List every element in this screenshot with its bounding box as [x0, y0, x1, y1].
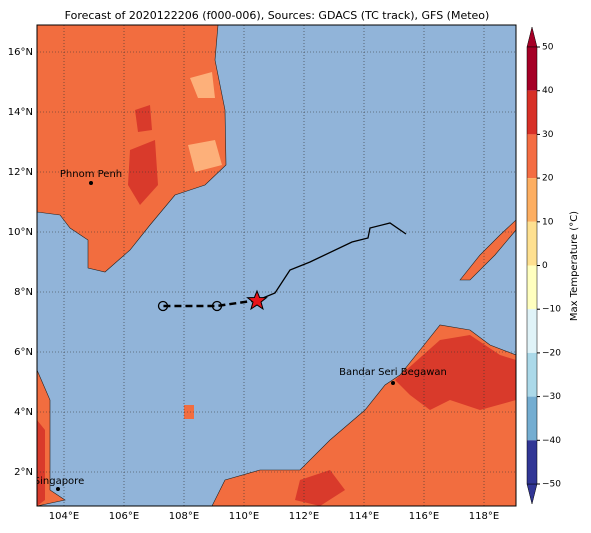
lat-label: 4°N	[14, 407, 33, 418]
city-dot	[391, 381, 395, 385]
lon-label: 110°E	[229, 511, 259, 522]
warm-patch	[188, 72, 222, 172]
hot-patch	[128, 105, 158, 205]
colorbar-tick-label: 20	[542, 174, 554, 184]
map-title: Forecast of 2020122206 (f000-006), Sourc…	[65, 9, 490, 22]
colorbar-extend	[526, 26, 538, 48]
hot-patch	[37, 420, 45, 506]
colorbar-tick-label: 0	[542, 261, 548, 271]
colorbar-extend	[526, 483, 538, 505]
map: Phnom Penh Bandar Seri Begawan Singapore	[34, 25, 516, 506]
colorbar-tick-label: 30	[542, 130, 554, 140]
colorbar-tick-label: −10	[542, 305, 561, 315]
lat-label: 14°N	[8, 107, 33, 118]
city-label: Singapore	[34, 476, 84, 487]
lon-label: 114°E	[349, 511, 379, 522]
colorbar-tick-label: 50	[542, 43, 554, 53]
lon-label: 108°E	[169, 511, 199, 522]
colorbar-tick-label: −50	[542, 480, 561, 490]
lon-label: 104°E	[49, 511, 79, 522]
colorbar-band	[527, 90, 537, 135]
palawan	[459, 219, 516, 281]
colorbar-tick-label: 40	[542, 86, 554, 96]
colorbar-band	[527, 221, 537, 266]
lat-label: 12°N	[8, 167, 33, 178]
map-frame	[36, 24, 517, 507]
colorbar-band	[527, 440, 537, 484]
tc-position	[246, 289, 268, 311]
indochina	[37, 25, 227, 273]
lon-label: 112°E	[289, 511, 319, 522]
lat-label: 8°N	[14, 287, 33, 298]
lat-label: 6°N	[14, 347, 33, 358]
island	[184, 405, 194, 419]
tc-track	[257, 222, 407, 301]
colorbar-tick-label: −20	[542, 348, 561, 358]
city-label: Bandar Seri Begawan	[339, 367, 447, 378]
city-dot	[89, 181, 93, 185]
colorbar-label: Max Temperature (°C)	[569, 211, 580, 321]
lon-label: 118°E	[469, 511, 499, 522]
colorbar-tick-label: −40	[542, 436, 561, 446]
colorbar-band	[527, 178, 537, 222]
city-label: Phnom Penh	[60, 169, 122, 180]
hot-patch	[295, 335, 516, 506]
colorbar-tick-label: −30	[542, 392, 561, 402]
colorbar-band	[527, 265, 537, 310]
colorbar-band	[527, 134, 537, 179]
lat-label: 2°N	[14, 467, 33, 478]
forecast-point	[211, 300, 223, 312]
colorbar-band	[527, 352, 537, 397]
forecast-point	[157, 300, 169, 312]
tc-forecast-track	[163, 298, 259, 308]
colorbar-band	[527, 47, 537, 91]
lat-label: 16°N	[8, 47, 33, 58]
colorbar-band	[527, 309, 537, 353]
lon-label: 106°E	[109, 511, 139, 522]
city-dot	[56, 487, 60, 491]
colorbar-tick-label: 10	[542, 217, 554, 227]
lat-label: 10°N	[8, 227, 33, 238]
colorbar-band	[527, 396, 537, 441]
lon-label: 116°E	[409, 511, 439, 522]
